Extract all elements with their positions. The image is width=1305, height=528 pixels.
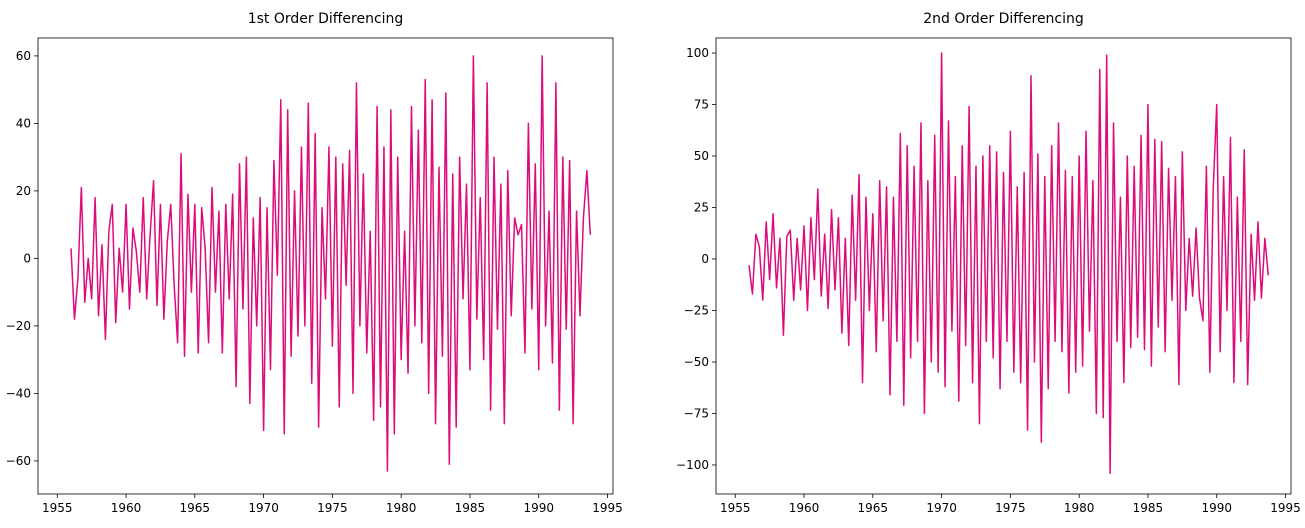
x-tick-label: 1995 bbox=[592, 501, 623, 515]
chart-title: 2nd Order Differencing bbox=[923, 11, 1084, 27]
x-tick-label: 1955 bbox=[42, 501, 73, 515]
subplot: 2nd Order Differencing 1955 1960 1965 1970 19… bbox=[676, 11, 1301, 515]
y-tick-label: −25 bbox=[684, 303, 709, 317]
y-tick-label: 50 bbox=[694, 149, 709, 163]
y-tick-label: −50 bbox=[684, 355, 709, 369]
x-tick-label: 1975 bbox=[995, 501, 1026, 515]
line bbox=[748, 52, 1270, 474]
subplot: 1st Order Differencing 1955 1960 1965 1970 19… bbox=[6, 11, 623, 515]
y-tick-label: 0 bbox=[23, 251, 31, 265]
y-tick-label: −75 bbox=[684, 406, 709, 420]
line bbox=[70, 55, 592, 472]
x-tick-label: 1985 bbox=[455, 501, 486, 515]
x-tick-label: 1955 bbox=[720, 501, 751, 515]
x-tick-label: 1980 bbox=[386, 501, 417, 515]
x-tick-label: 1985 bbox=[1133, 501, 1164, 515]
y-tick-label: 0 bbox=[701, 252, 709, 266]
axes-frame bbox=[715, 37, 1292, 495]
x-tick-label: 1960 bbox=[789, 501, 820, 515]
x-tick-label: 1970 bbox=[248, 501, 279, 515]
y-tick-label: 25 bbox=[694, 201, 709, 215]
x-tick-label: 1990 bbox=[1201, 501, 1232, 515]
y-tick-label: 60 bbox=[16, 49, 31, 63]
x-tick-label: 1980 bbox=[1064, 501, 1095, 515]
axes-frame bbox=[37, 37, 614, 495]
chart-title: 1st Order Differencing bbox=[248, 11, 404, 27]
y-tick-label: 100 bbox=[686, 46, 709, 60]
y-tick-label: −40 bbox=[6, 386, 31, 400]
x-tick-label: 1975 bbox=[317, 501, 348, 515]
y-tick-label: 75 bbox=[694, 98, 709, 112]
y-tick-label: 40 bbox=[16, 116, 31, 130]
x-tick-label: 1995 bbox=[1270, 501, 1301, 515]
x-tick-label: 1990 bbox=[523, 501, 554, 515]
y-tick-label: −20 bbox=[6, 319, 31, 333]
y-tick-label: −100 bbox=[676, 458, 709, 472]
x-tick-label: 1970 bbox=[926, 501, 957, 515]
x-tick-label: 1965 bbox=[180, 501, 211, 515]
y-tick-label: 20 bbox=[16, 184, 31, 198]
x-tick-label: 1960 bbox=[111, 501, 142, 515]
y-tick-label: −60 bbox=[6, 454, 31, 468]
x-tick-label: 1965 bbox=[858, 501, 889, 515]
